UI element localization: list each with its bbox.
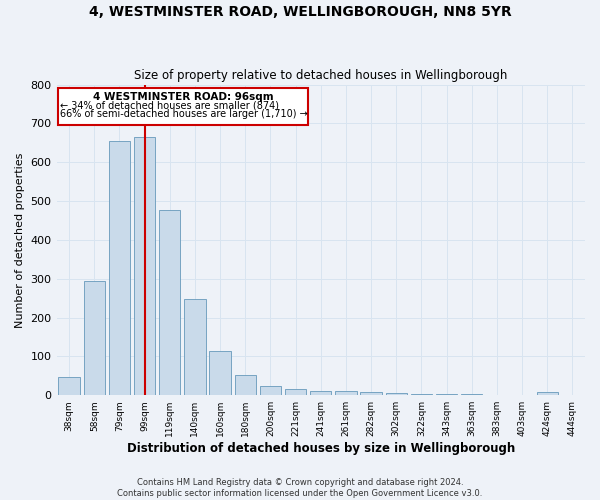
Bar	[159, 210, 181, 395]
Bar	[411, 394, 432, 395]
Text: 66% of semi-detached houses are larger (1,710) →: 66% of semi-detached houses are larger (…	[61, 108, 308, 118]
Bar	[209, 352, 231, 395]
X-axis label: Distribution of detached houses by size in Wellingborough: Distribution of detached houses by size …	[127, 442, 515, 455]
Bar	[461, 394, 482, 395]
Bar	[335, 390, 356, 395]
Bar	[184, 299, 206, 395]
Bar	[235, 375, 256, 395]
Bar	[58, 377, 80, 395]
Text: 4 WESTMINSTER ROAD: 96sqm: 4 WESTMINSTER ROAD: 96sqm	[92, 92, 274, 102]
Text: 4, WESTMINSTER ROAD, WELLINGBOROUGH, NN8 5YR: 4, WESTMINSTER ROAD, WELLINGBOROUGH, NN8…	[89, 5, 511, 19]
Bar	[260, 386, 281, 395]
Bar	[361, 392, 382, 395]
Bar	[310, 390, 331, 395]
Bar	[134, 137, 155, 395]
Bar	[536, 392, 558, 395]
Bar	[386, 394, 407, 395]
Text: ← 34% of detached houses are smaller (874): ← 34% of detached houses are smaller (87…	[61, 100, 280, 110]
Bar	[58, 88, 308, 126]
Bar	[109, 141, 130, 395]
Y-axis label: Number of detached properties: Number of detached properties	[15, 152, 25, 328]
Bar	[436, 394, 457, 395]
Title: Size of property relative to detached houses in Wellingborough: Size of property relative to detached ho…	[134, 69, 508, 82]
Bar	[83, 282, 105, 395]
Text: Contains HM Land Registry data © Crown copyright and database right 2024.
Contai: Contains HM Land Registry data © Crown c…	[118, 478, 482, 498]
Bar	[285, 390, 307, 395]
